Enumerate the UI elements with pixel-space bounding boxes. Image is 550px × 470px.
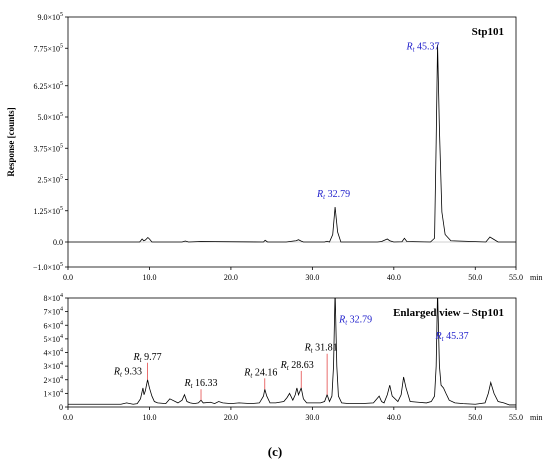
chart-title: Enlarged view – Stp101 bbox=[393, 307, 504, 319]
y-tick-label: 0.0 bbox=[53, 238, 63, 247]
x-unit-label: min bbox=[530, 273, 542, 282]
y-tick-label: 1×104 bbox=[43, 388, 63, 398]
y-axis-label: Response [counts] bbox=[6, 107, 16, 176]
x-tick-label: 55.0 bbox=[509, 273, 523, 282]
y-tick-label: −1.0×105 bbox=[33, 262, 63, 272]
y-tick-label: 4×104 bbox=[43, 348, 63, 358]
x-tick-label: 50.0 bbox=[468, 413, 482, 422]
y-tick-label: 1.25×105 bbox=[33, 206, 63, 216]
chart-panel-2: 8×104 7×104 6×104 5×104 4×104 3×104 2×104 1×104… bbox=[43, 293, 542, 422]
retention-time-label: Rt 32.79 bbox=[338, 315, 372, 327]
x-tick-label: 20.0 bbox=[224, 413, 238, 422]
retention-time-label: Rt 32.79 bbox=[316, 189, 350, 201]
y-tick-label: 7.75×105 bbox=[33, 43, 63, 53]
y-tick-label: 3.75×105 bbox=[33, 143, 63, 153]
y-tick-label: 9.0×105 bbox=[37, 12, 63, 22]
y-tick-label: 6×104 bbox=[43, 320, 63, 330]
y-tick-label: 7×104 bbox=[43, 307, 63, 317]
retention-time-label: Rt 45.37 bbox=[435, 331, 469, 343]
chart-panel-1: 9.0×105 7.75×105 6.25×105 5.0×105 3.75×105 2.… bbox=[6, 12, 542, 282]
x-tick-label: 30.0 bbox=[305, 413, 319, 422]
x-tick-label: 10.0 bbox=[142, 413, 156, 422]
x-tick-label: 50.0 bbox=[468, 273, 482, 282]
x-tick-label: 20.0 bbox=[224, 273, 238, 282]
x-tick-label: 10.0 bbox=[142, 273, 156, 282]
retention-time-label: Rt 31.81 bbox=[304, 343, 338, 355]
figure-caption: (c) bbox=[267, 444, 283, 459]
retention-time-label: Rt 45.37 bbox=[405, 42, 439, 54]
retention-time-label: Rt 28.63 bbox=[280, 360, 314, 372]
retention-time-label: Rt 24.16 bbox=[243, 367, 277, 379]
y-tick-label: 3×104 bbox=[43, 361, 63, 371]
x-tick-label: 55.0 bbox=[509, 413, 523, 422]
chromatogram-figure: 9.0×105 7.75×105 6.25×105 5.0×105 3.75×105 2.… bbox=[6, 12, 542, 422]
y-tick-label: 8×104 bbox=[43, 293, 63, 303]
y-tick-label: 6.25×105 bbox=[33, 81, 63, 91]
x-tick-label: 0.0 bbox=[63, 273, 73, 282]
y-tick-label: 2.5×105 bbox=[37, 175, 63, 185]
y-tick-label: 2×104 bbox=[43, 375, 63, 385]
retention-time-label: Rt 9.33 bbox=[113, 367, 142, 379]
y-tick-label: 5×104 bbox=[43, 334, 63, 344]
y-tick-label: 5.0×105 bbox=[37, 112, 63, 122]
x-tick-label: 40.0 bbox=[387, 413, 401, 422]
retention-time-label: Rt 9.77 bbox=[133, 352, 162, 364]
series-line-1 bbox=[68, 298, 516, 406]
x-tick-label: 0.0 bbox=[63, 413, 73, 422]
x-unit-label: min bbox=[530, 413, 542, 422]
plot-frame bbox=[67, 16, 517, 268]
retention-time-label: Rt 16.33 bbox=[183, 378, 217, 390]
series-line-1 bbox=[68, 44, 516, 243]
y-tick-label: 0 bbox=[59, 403, 63, 412]
x-tick-label: 40.0 bbox=[387, 273, 401, 282]
chart-title: Stp101 bbox=[472, 26, 504, 38]
x-tick-label: 30.0 bbox=[305, 273, 319, 282]
